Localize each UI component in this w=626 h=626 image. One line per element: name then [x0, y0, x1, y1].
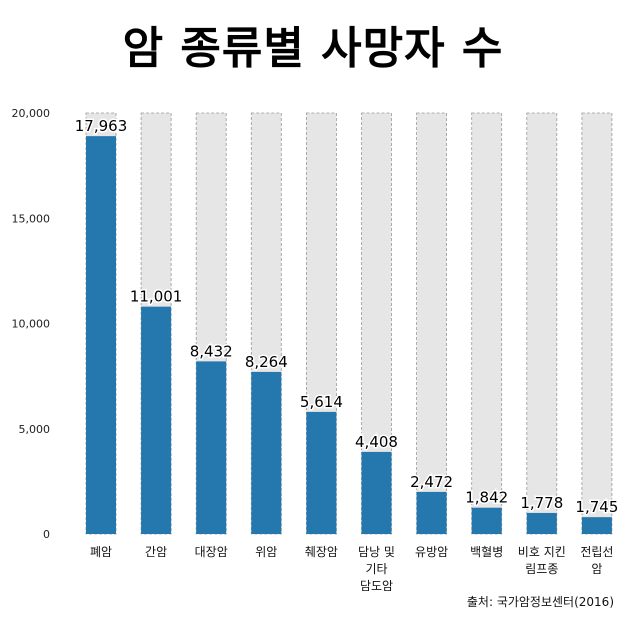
- y-tick-label: 10,000: [12, 318, 51, 331]
- x-tick-label: 폐암: [90, 545, 112, 559]
- bar: [361, 451, 392, 534]
- bar: [251, 371, 282, 534]
- x-tick-label: 췌장암: [305, 545, 338, 559]
- y-tick-label: 0: [43, 528, 50, 541]
- data-label: 2,472: [410, 473, 453, 491]
- data-label: 8,264: [245, 353, 288, 371]
- x-tick-label: 담낭 및: [358, 545, 395, 559]
- x-tick-label: 담도암: [360, 579, 393, 593]
- data-label: 1,842: [465, 489, 508, 507]
- x-tick-label: 간암: [145, 545, 167, 559]
- bar: [581, 517, 612, 534]
- data-label: 1,745: [575, 498, 618, 516]
- x-tick-label: 백혈병: [470, 545, 503, 559]
- bar: [416, 491, 447, 534]
- data-label: 17,963: [75, 117, 128, 135]
- data-label: 4,408: [355, 433, 398, 451]
- data-label: 1,778: [520, 494, 563, 512]
- background-bar: [581, 112, 613, 535]
- background-bar: [471, 112, 503, 535]
- x-tick-label: 림프종: [525, 562, 558, 576]
- source-note: 출처: 국가암정보센터(2016): [466, 595, 614, 609]
- chart-title: 암 종류별 사망자 수: [122, 23, 504, 74]
- bar: [526, 512, 557, 534]
- x-tick-label: 기타: [365, 562, 387, 576]
- x-tick-label: 비호 지킨: [518, 545, 566, 559]
- x-tick-label: 위암: [255, 545, 277, 559]
- bar: [141, 306, 172, 534]
- bar: [86, 136, 116, 534]
- x-tick-label: 암: [591, 562, 602, 576]
- x-tick-label: 전립선: [580, 545, 613, 559]
- data-label: 11,001: [130, 288, 183, 306]
- y-tick-label: 15,000: [12, 212, 51, 225]
- y-tick-label: 5,000: [19, 423, 51, 436]
- x-tick-label: 유방암: [415, 545, 448, 559]
- background-bar: [416, 112, 448, 535]
- y-tick-label: 20,000: [12, 107, 51, 120]
- x-tick-label: 대장암: [195, 545, 228, 559]
- bar: [196, 361, 227, 534]
- data-label: 5,614: [300, 393, 343, 411]
- background-bar: [526, 112, 558, 535]
- bar: [306, 411, 337, 534]
- bar: [471, 507, 502, 534]
- data-label: 8,432: [190, 342, 233, 360]
